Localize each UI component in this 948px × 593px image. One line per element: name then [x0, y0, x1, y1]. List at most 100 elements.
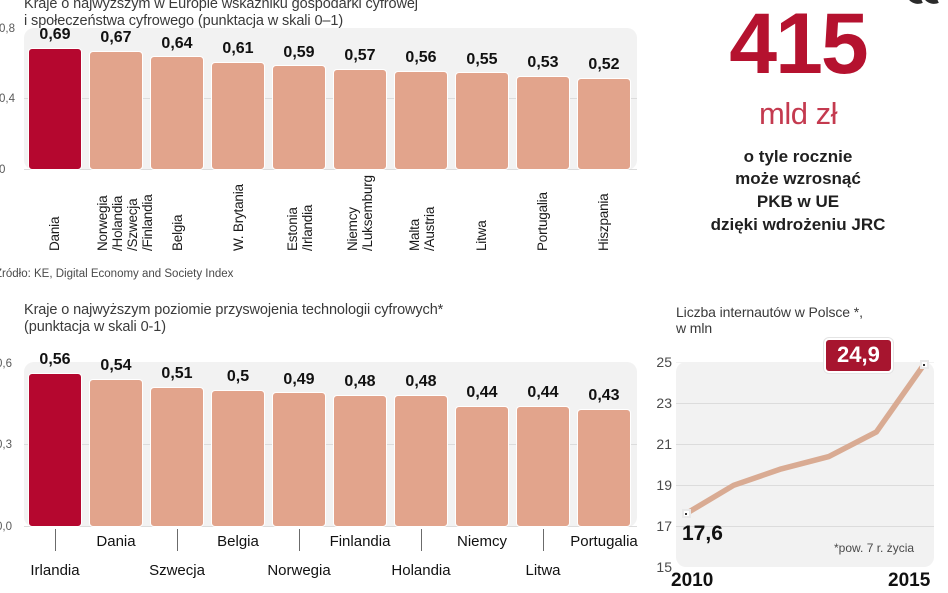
bar-value-dania: 0,69	[39, 26, 71, 43]
xlabel-finlandia: /Finlandia	[140, 194, 155, 251]
bar2-value-niemcy: 0,44	[466, 384, 498, 401]
chart-top-gridline-0	[24, 169, 637, 170]
logo-mark-icon	[909, 0, 939, 4]
xlabel2-niemcy: Niemcy	[456, 533, 507, 550]
xlabel2-dania: Dania	[96, 533, 136, 550]
bar-w-brytania	[211, 61, 265, 170]
xlabel-luksemburg: /Luksemburg	[360, 175, 375, 251]
bar2-litwa	[516, 406, 570, 527]
chart-line-subtitle: w mln	[676, 320, 713, 336]
highlight-unit: mld zł	[759, 95, 837, 131]
xlabel-malta: Malta	[407, 218, 422, 251]
bar2-value-dania: 0,54	[100, 357, 132, 374]
chart-line-xtick-2015: 2015	[888, 570, 931, 591]
chart-bottom-ytick-0.3: 0,3	[0, 439, 12, 451]
chart-bottom-gridline-0	[24, 526, 637, 527]
chart-top-subtitle: i społeczeństwa cyfrowego (punktacja w s…	[24, 13, 344, 29]
chart-line-gridline-25	[676, 362, 934, 363]
xlabel-portugalia: Portugalia	[535, 192, 550, 251]
bar-belgia	[150, 56, 204, 170]
bar2-dania	[89, 378, 143, 527]
bar-value-litwa: 0,55	[466, 51, 498, 68]
highlight-desc-line-3: PKB w UE	[756, 191, 840, 211]
bar-portugalia	[516, 75, 570, 170]
bar2-finlandia	[333, 395, 387, 527]
chart-bottom-ytick-0.6: 0,6	[0, 358, 12, 370]
chart-bottom-title: Kraje o najwyższym poziomie przyswojenia…	[24, 302, 444, 318]
chart-line-gridline-23	[676, 403, 934, 404]
xlabel-litwa: Litwa	[474, 220, 489, 251]
xtick-szwecja	[177, 529, 178, 551]
chart-top-ytick-0.4: 0,4	[0, 93, 15, 105]
bar2-value-irlandia: 0,56	[39, 351, 71, 368]
chart-line-ytick-19: 19	[656, 477, 672, 493]
bar2-szwecja	[150, 386, 204, 527]
bar-litwa	[455, 72, 509, 170]
xlabel-niemcy: Niemcy	[345, 207, 360, 251]
chart-line-gridline-19	[676, 485, 934, 486]
bar-value-malta-austria: 0,56	[405, 49, 437, 66]
chart-technology-adoption: Kraje o najwyższym poziomie przyswojenia…	[0, 300, 640, 593]
highlight-number: 415	[729, 0, 869, 92]
bar-value-estonia-irlandia: 0,59	[283, 44, 315, 61]
bar-malta-austria	[394, 70, 448, 170]
highlight-desc-line-1: o tyle rocznie	[743, 146, 853, 166]
label-first-value: 17,6	[682, 522, 723, 545]
bar2-belgia	[211, 389, 265, 527]
xlabel-norwegia: Norwegia	[95, 195, 110, 251]
bar2-niemcy	[455, 406, 509, 527]
xlabel2-irlandia: Irlandia	[30, 562, 80, 579]
xlabel-hiszpania: Hiszpania	[596, 193, 611, 251]
callout-last-value: 24,9	[824, 338, 893, 373]
chart-top-title: Kraje o najwyższym w Europie wskaźniku g…	[24, 0, 418, 12]
bar2-portugalia	[577, 408, 631, 527]
chart-top-source: Źródło: KE, Digital Economy and Society …	[0, 268, 234, 280]
chart-line-footnote: *pow. 7 r. życia	[834, 541, 915, 555]
highlight-desc-line-2: może wzrosnąć	[735, 169, 861, 189]
xlabel-belgia: Belgia	[170, 214, 185, 251]
bar-niemcy-luksemburg	[333, 68, 387, 170]
bar-estonia-irlandia	[272, 65, 326, 170]
xtick-holandia	[421, 529, 422, 551]
xlabel2-belgia: Belgia	[217, 533, 259, 550]
marker-2015	[919, 360, 929, 369]
xtick-irlandia	[55, 529, 56, 551]
highlight-panel: 415 mld zł o tyle rocznie może wzrosnąć …	[648, 0, 948, 292]
xlabel2-holandia: Holandia	[391, 562, 451, 579]
bar2-value-szwecja: 0,51	[161, 365, 193, 382]
highlight-desc-line-4: dzięki wdrożeniu JRC	[710, 214, 886, 234]
bar2-value-belgia: 0,5	[226, 368, 250, 385]
chart-line-ytick-17: 17	[656, 518, 672, 534]
chart-line-ytick-23: 23	[656, 395, 672, 411]
xlabel2-finlandia: Finlandia	[329, 533, 391, 550]
xlabel-w-brytania: W. Brytania	[231, 184, 246, 251]
xlabel-irlandia: /Irlandia	[300, 204, 315, 251]
bar-norwegia-group	[89, 51, 143, 170]
bar2-norwegia	[272, 392, 326, 527]
bar-value-w-brytania: 0,61	[222, 40, 254, 57]
bar-value-niemcy-luksemburg: 0,57	[344, 47, 376, 64]
bar-hiszpania	[577, 77, 631, 170]
chart-line-ytick-21: 21	[656, 436, 672, 452]
chart-line-title: Liczba internautów w Polsce *,	[676, 304, 863, 320]
xlabel-dania: Dania	[47, 216, 62, 251]
bar2-value-litwa: 0,44	[527, 384, 559, 401]
chart-top-ytick-0: 0	[0, 164, 6, 176]
chart-bottom-titles: Kraje o najwyższym poziomie przyswojenia…	[24, 302, 443, 335]
bar2-value-portugalia: 0,43	[588, 387, 620, 404]
chart-top-ytick-0.8: 0,8	[0, 23, 15, 35]
chart-line-series	[683, 361, 927, 517]
chart-bottom-subtitle: (punktacja w skali 0-1)	[24, 319, 166, 335]
bar-value-hiszpania: 0,52	[588, 56, 620, 73]
xlabel-szwecja: /Szwecja	[125, 198, 140, 251]
xlabel-austria: /Austria	[422, 206, 437, 251]
bar-value-belgia: 0,64	[161, 35, 193, 52]
chart-top-titles: Kraje o najwyższym w Europie wskaźniku g…	[24, 0, 418, 29]
highlight-description: o tyle rocznie może wzrosnąć PKB w UE dz…	[648, 146, 948, 236]
chart-bottom-gridline-0.3	[24, 444, 637, 445]
chart-line-gridline-21	[676, 444, 934, 445]
chart-line-gridline-17	[676, 526, 934, 527]
xlabel-estonia: Estonia	[285, 207, 300, 251]
xlabel-holandia: /Holandia	[110, 195, 125, 251]
bar2-value-holandia: 0,48	[405, 373, 437, 390]
